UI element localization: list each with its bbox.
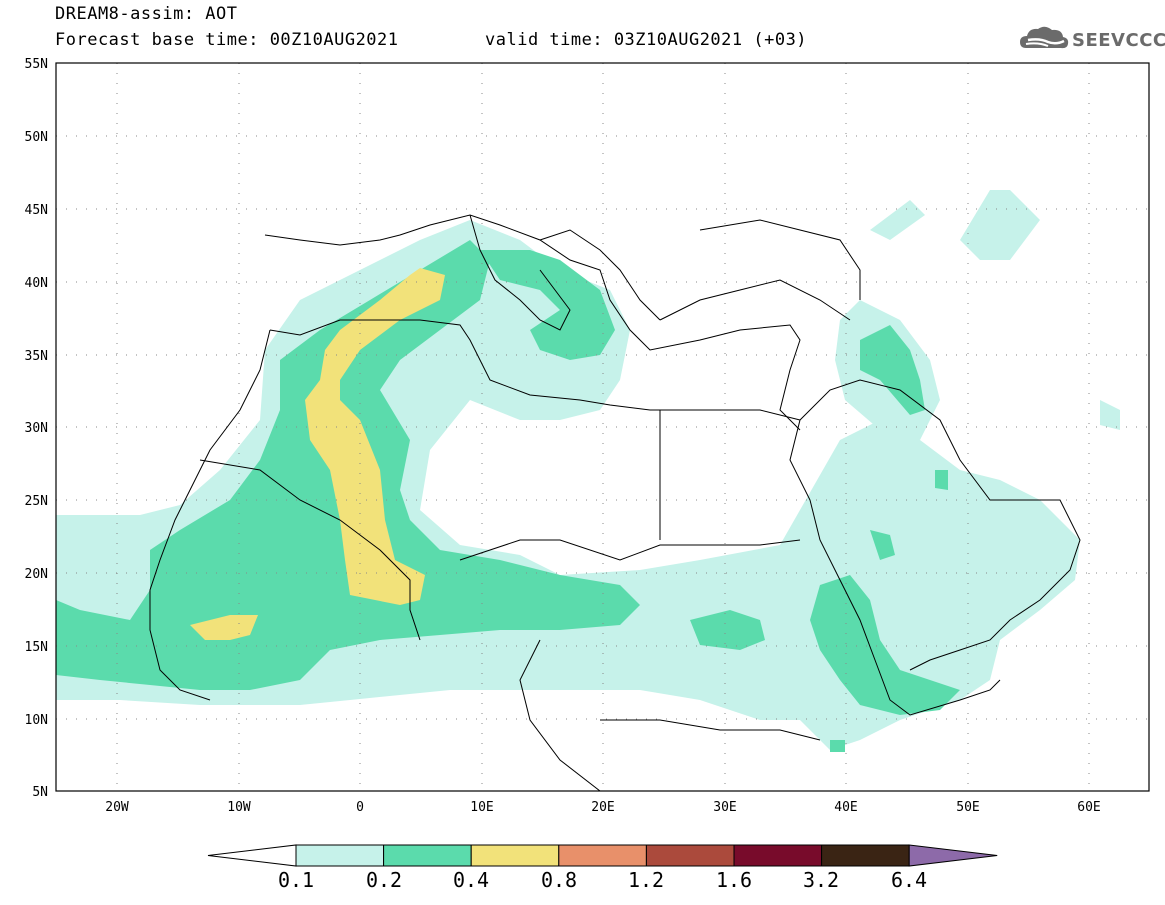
colorbar-label: 1.6 [715, 868, 753, 892]
colorbar-swatch [558, 844, 647, 867]
lat-labels: 55N 50N 45N 40N 35N 30N 25N 20N 15N 10N … [25, 57, 48, 800]
colorbar-label: 0.2 [365, 868, 403, 892]
colorbar-label: 1.2 [627, 868, 665, 892]
lat-label: 30N [25, 421, 48, 436]
lon-labels: 20W 10W 0 10E 20E 30E 40E 50E 60E [105, 800, 1100, 815]
colorbar-labels: 0.1 0.2 0.4 0.8 1.2 1.6 3.2 6.4 [0, 868, 1165, 898]
colorbar-label: 6.4 [890, 868, 928, 892]
colorbar-left-arrow [207, 844, 297, 867]
colorbar-swatch [295, 844, 385, 867]
lat-label: 45N [25, 203, 48, 218]
lon-label: 0 [356, 800, 364, 815]
lon-label: 20E [591, 800, 614, 815]
colorbar-swatch [733, 844, 823, 867]
colorbar-right-arrow [908, 844, 998, 867]
colorbar-label: 0.4 [452, 868, 490, 892]
lon-label: 50E [956, 800, 979, 815]
lon-label: 10E [470, 800, 493, 815]
valid-time: valid time: 03Z10AUG2021 (+03) [485, 30, 808, 50]
lon-label: 40E [834, 800, 857, 815]
colorbar-swatch [821, 844, 910, 867]
lon-label: 10W [227, 800, 251, 815]
aot-band-0.4 [190, 268, 445, 640]
aot-field [56, 190, 1120, 752]
forecast-base-time: Forecast base time: 00Z10AUG2021 [55, 30, 399, 50]
colorbar [207, 844, 998, 867]
colorbar-swatch [645, 844, 735, 867]
lat-label: 20N [25, 567, 48, 582]
coastlines [149, 214, 1081, 791]
lat-label: 25N [25, 494, 48, 509]
lat-label: 50N [25, 130, 48, 145]
colorbar-label: 0.8 [540, 868, 578, 892]
colorbar-swatch [470, 844, 560, 867]
lat-label: 5N [32, 785, 48, 800]
colorbar-label: 3.2 [802, 868, 840, 892]
lat-label: 15N [25, 640, 48, 655]
lon-label: 20W [105, 800, 129, 815]
logo-text: SEEVCCC [1072, 30, 1165, 51]
colorbar-label: 0.1 [277, 868, 315, 892]
lat-label: 55N [25, 57, 48, 72]
lat-label: 35N [25, 349, 48, 364]
lon-label: 30E [713, 800, 736, 815]
colorbar-swatch [383, 844, 472, 867]
lat-label: 10N [25, 713, 48, 728]
lat-label: 40N [25, 276, 48, 291]
lon-label: 60E [1077, 800, 1100, 815]
map-frame [55, 62, 1150, 792]
seevccc-logo: SEEVCCC [1018, 24, 1165, 60]
graticule [56, 63, 1149, 791]
cloud-icon [1020, 26, 1069, 49]
map-title: DREAM8-assim: AOT [55, 4, 238, 24]
